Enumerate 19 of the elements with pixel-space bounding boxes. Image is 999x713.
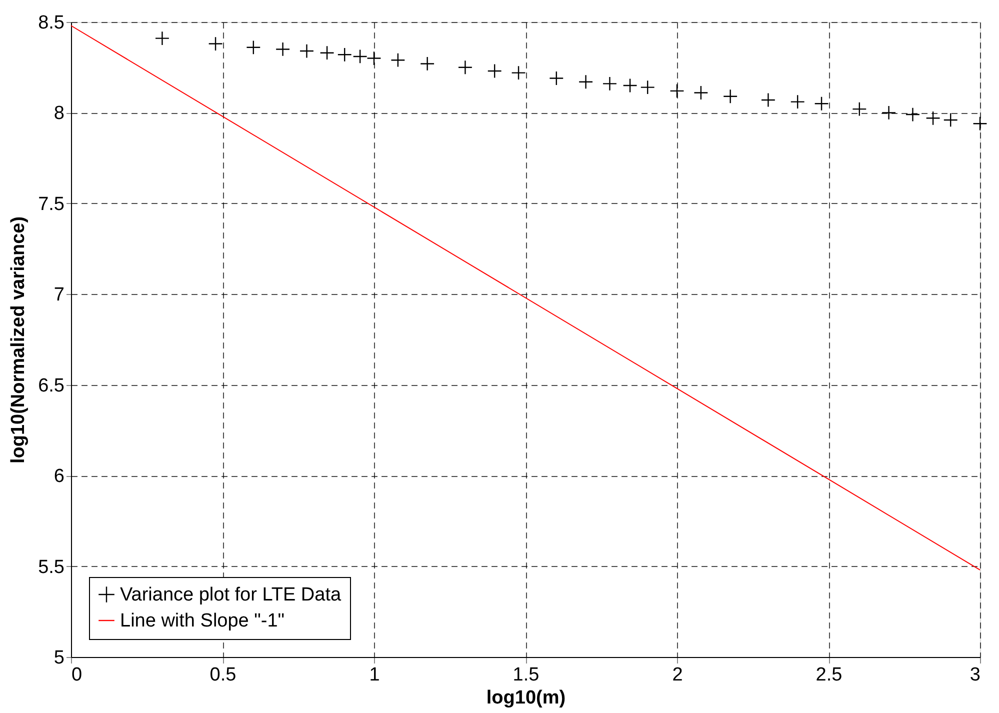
- x-tick-label: 0.5: [210, 664, 236, 686]
- y-tick-label: 6: [54, 466, 64, 488]
- x-tick-label: 2: [672, 664, 683, 686]
- y-tick-label: 5: [54, 648, 64, 668]
- x-tick-label: 0: [72, 664, 82, 686]
- y-tick-label: 8: [54, 103, 64, 124]
- x-tick-label: 3: [970, 664, 980, 686]
- y-tick-label: 6.5: [38, 375, 64, 396]
- x-tick-label: 2.5: [816, 664, 842, 686]
- y-axis-title: log10(Normalized variance): [8, 216, 30, 464]
- x-tick-label: 1: [369, 664, 380, 686]
- y-tick-label: 7.5: [38, 194, 64, 215]
- legend-label: Variance plot for LTE Data: [120, 584, 342, 606]
- x-tick-label: 1.5: [512, 664, 540, 686]
- y-tick-label: 5.5: [38, 556, 64, 578]
- legend-label: Line with Slope "-1": [120, 610, 285, 632]
- y-tick-label: 7: [54, 284, 64, 306]
- x-axis-title: log10(m): [486, 688, 566, 708]
- y-tick-label: 8.5: [38, 12, 64, 34]
